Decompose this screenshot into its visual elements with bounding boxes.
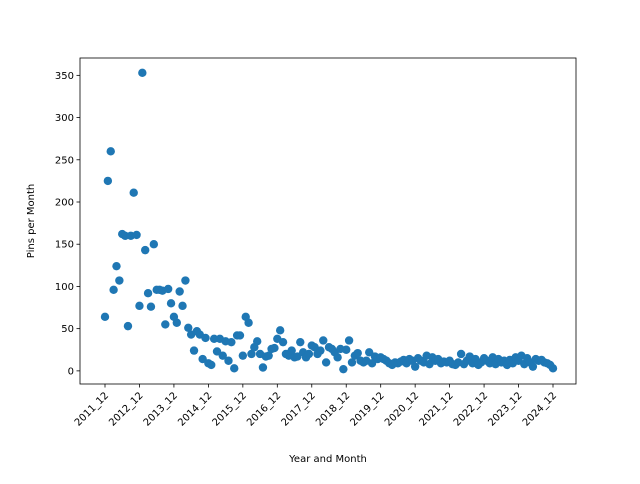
- point: [120, 231, 130, 240]
- x-tick-label: 2024_12: [521, 390, 559, 428]
- point: [548, 364, 558, 373]
- x-tick-label: 2019_12: [348, 390, 386, 428]
- point: [112, 261, 121, 271]
- y-tick-label: 150: [55, 240, 74, 251]
- point: [212, 347, 222, 356]
- x-tick-label: 2022_12: [452, 390, 490, 428]
- x-tick-label: 2020_12: [383, 390, 421, 428]
- point: [365, 348, 374, 357]
- point: [109, 285, 118, 295]
- point: [333, 353, 342, 362]
- point: [287, 346, 296, 355]
- point: [135, 301, 144, 311]
- point: [209, 334, 219, 343]
- point: [347, 358, 357, 367]
- point: [230, 364, 239, 373]
- point: [184, 323, 193, 333]
- point: [224, 356, 233, 365]
- point: [178, 301, 187, 311]
- point: [321, 358, 331, 367]
- point: [161, 320, 170, 329]
- point: [316, 346, 325, 355]
- y-tick-label: 350: [55, 71, 74, 82]
- point: [244, 318, 253, 327]
- point: [304, 349, 314, 359]
- y-tick-label: 200: [55, 198, 74, 209]
- point: [319, 336, 328, 345]
- point: [149, 240, 159, 249]
- point: [181, 276, 190, 285]
- y-axis-label: Pins per Month: [26, 184, 37, 258]
- point: [175, 287, 184, 296]
- point: [344, 336, 354, 345]
- point: [528, 362, 538, 371]
- point: [253, 337, 262, 346]
- x-tick-label: 2016_12: [245, 390, 283, 428]
- point: [100, 312, 110, 322]
- y-tick-label: 100: [55, 282, 74, 293]
- point: [146, 302, 156, 311]
- point: [235, 331, 245, 340]
- point: [367, 359, 377, 368]
- point: [275, 326, 285, 335]
- point: [264, 351, 273, 360]
- point: [238, 351, 248, 360]
- point: [410, 362, 420, 371]
- point: [293, 352, 302, 361]
- x-tick-label: 2015_12: [211, 390, 249, 428]
- x-tick-label: 2013_12: [142, 390, 180, 428]
- point: [278, 337, 288, 347]
- point: [166, 299, 176, 308]
- point: [143, 288, 153, 298]
- point: [227, 337, 236, 347]
- point: [163, 284, 173, 294]
- point: [201, 333, 210, 343]
- point: [141, 245, 150, 255]
- point: [353, 348, 362, 358]
- x-tick-label: 2018_12: [314, 390, 352, 428]
- point: [198, 354, 207, 364]
- point: [342, 345, 351, 354]
- point: [207, 360, 216, 370]
- point: [247, 349, 256, 359]
- x-axis-label: Year and Month: [288, 454, 367, 465]
- point: [123, 321, 133, 331]
- point: [172, 318, 181, 327]
- y-tick-label: 0: [68, 366, 74, 377]
- x-tick-label: 2017_12: [280, 390, 318, 428]
- point: [129, 188, 138, 197]
- point: [106, 147, 115, 156]
- point: [456, 349, 466, 359]
- point: [296, 337, 305, 347]
- point: [132, 230, 141, 240]
- x-tick-label: 2012_12: [107, 390, 145, 428]
- point: [258, 363, 268, 372]
- point: [339, 364, 348, 374]
- point: [138, 68, 147, 78]
- point: [103, 176, 113, 186]
- y-tick-label: 250: [55, 155, 74, 166]
- x-tick-label: 2023_12: [486, 390, 524, 428]
- point: [115, 276, 124, 285]
- y-tick-label: 50: [61, 324, 74, 335]
- plot-frame: [79, 57, 577, 385]
- y-tick-label: 300: [55, 113, 74, 124]
- point: [189, 346, 199, 355]
- x-tick-label: 2014_12: [176, 390, 214, 428]
- point: [270, 343, 279, 353]
- x-tick-label: 2021_12: [417, 390, 455, 428]
- x-tick-label: 2011_12: [73, 390, 111, 428]
- point: [218, 351, 227, 360]
